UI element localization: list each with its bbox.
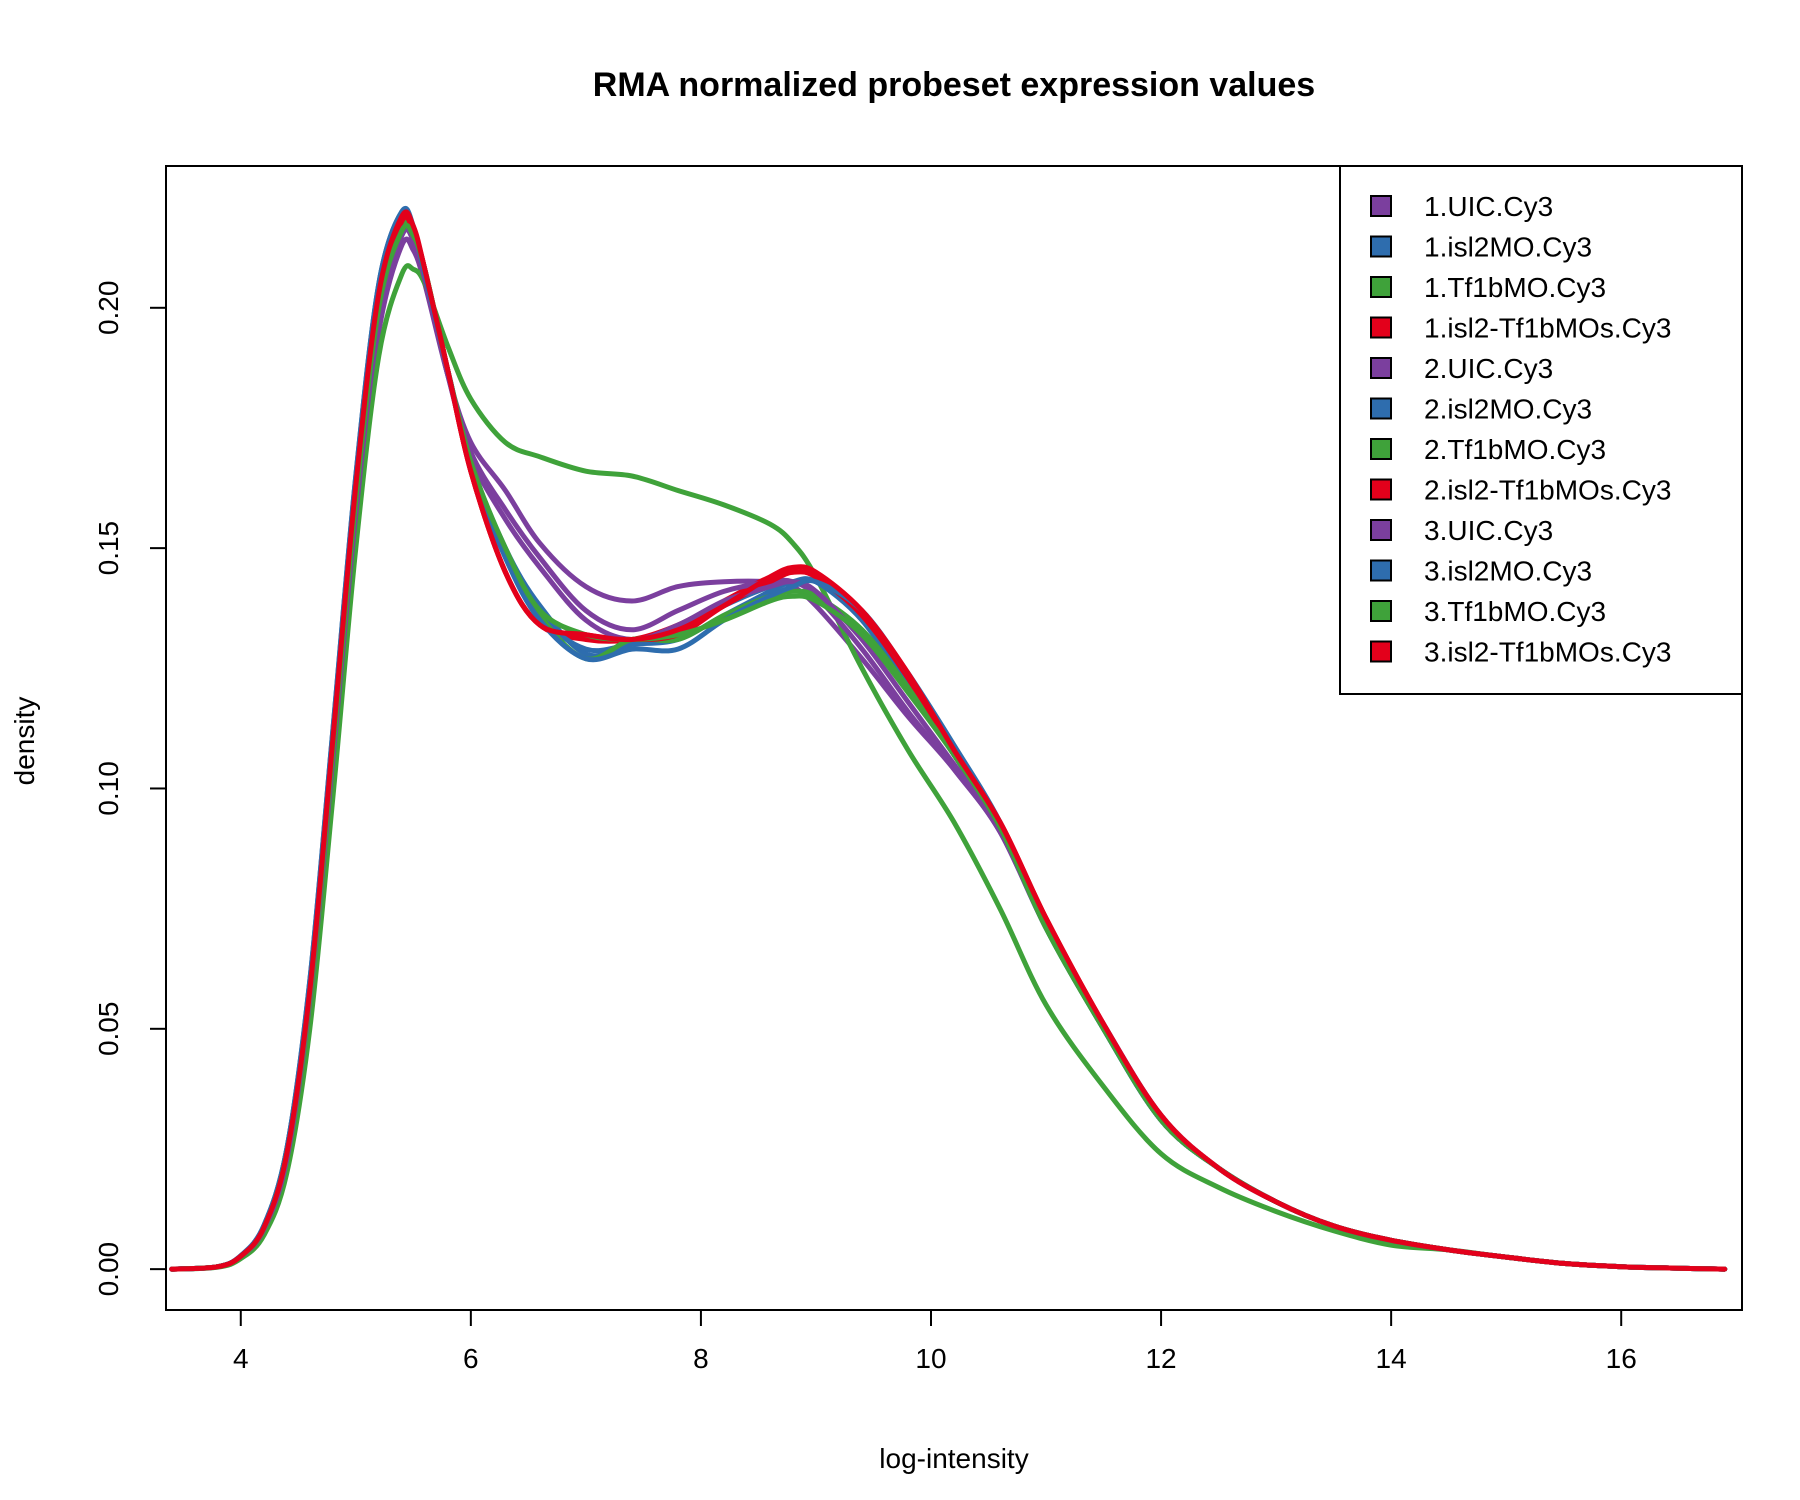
legend: 1.UIC.Cy3 1.isl2MO.Cy3 1.Tf1bMO.Cy3 1.isl2-… (1339, 165, 1743, 695)
legend-label: 3.Tf1bMO.Cy3 (1424, 596, 1606, 627)
series-layer (169, 205, 1728, 1272)
x-axis-title: log-intensity (879, 1443, 1028, 1474)
legend-box (1339, 165, 1743, 695)
legend-swatch (1370, 397, 1392, 420)
y-tick-label: 0.00 (93, 1242, 124, 1297)
y-tick-label: 0.15 (93, 521, 124, 576)
legend-label: 1.UIC.Cy3 (1424, 191, 1553, 222)
legend-swatch (1370, 438, 1392, 460)
legend-label: 2.UIC.Cy3 (1424, 353, 1553, 384)
legend-swatch (1370, 600, 1392, 622)
x-tick-label: 14 (1376, 1343, 1407, 1374)
x-tick-label: 6 (463, 1343, 479, 1374)
y-axis-title: density (9, 697, 40, 786)
y-tick-label: 0.05 (93, 1002, 124, 1057)
x-tick-label: 10 (915, 1343, 946, 1374)
legend-swatch (1370, 195, 1392, 217)
legend-swatch (1370, 640, 1392, 663)
legend-label: 3.isl2MO.Cy3 (1424, 556, 1592, 587)
legend-label: 2.isl2MO.Cy3 (1424, 394, 1592, 425)
x-axis: 4 6 8 10 12 14 16 (233, 1309, 1637, 1374)
legend-swatch (1370, 276, 1392, 298)
legend-label: 1.isl2-Tf1bMOs.Cy3 (1424, 313, 1671, 344)
x-tick-label: 16 (1606, 1343, 1637, 1374)
legend-label: 3.UIC.Cy3 (1424, 515, 1553, 546)
density-line (169, 209, 1728, 1272)
legend-label: 2.isl2-Tf1bMOs.Cy3 (1424, 475, 1671, 506)
legend-swatch (1370, 316, 1392, 339)
y-tick-label: 0.20 (93, 281, 124, 336)
x-tick-label: 4 (233, 1343, 249, 1374)
x-tick-label: 8 (693, 1343, 709, 1374)
legend-swatch (1370, 519, 1392, 541)
legend-label: 3.isl2-Tf1bMOs.Cy3 (1424, 637, 1671, 668)
y-tick-label: 0.10 (93, 761, 124, 816)
legend-swatch (1370, 478, 1392, 501)
legend-swatch (1370, 357, 1392, 379)
legend-swatch (1370, 559, 1392, 582)
legend-label: 1.isl2MO.Cy3 (1424, 232, 1592, 263)
legend-swatch (1370, 235, 1392, 258)
x-tick-label: 12 (1145, 1343, 1176, 1374)
chart-title: RMA normalized probeset expression value… (593, 66, 1315, 104)
density-line (169, 263, 1728, 1272)
legend-label: 1.Tf1bMO.Cy3 (1424, 272, 1606, 303)
legend-label: 2.Tf1bMO.Cy3 (1424, 434, 1606, 465)
y-axis: 0.00 0.05 0.10 0.15 0.20 (93, 281, 167, 1297)
